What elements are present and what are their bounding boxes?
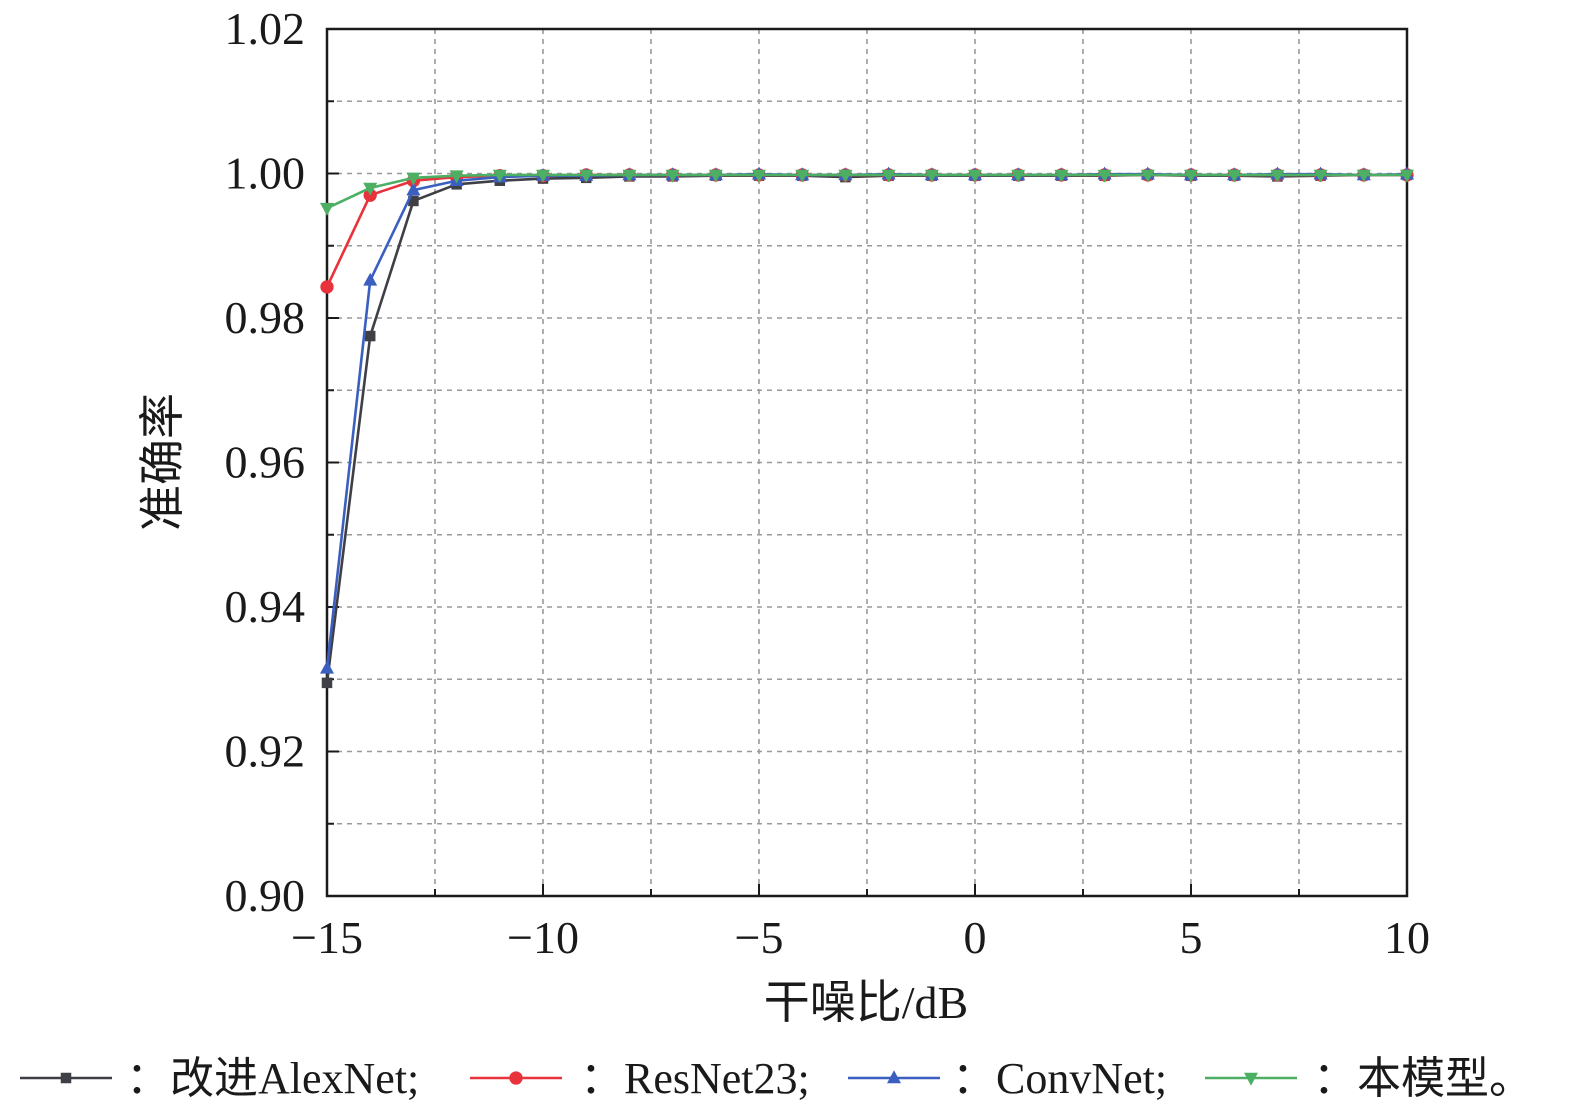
legend-item: ：ResNet23; bbox=[470, 1054, 810, 1103]
legend: ：改进AlexNet; ：ResNet23; ：ConvNet; ：本模型。 bbox=[20, 1054, 1533, 1103]
x-tick-label: −15 bbox=[291, 912, 363, 963]
data-point bbox=[1097, 169, 1112, 183]
series-line bbox=[326, 173, 1407, 210]
legend-item: ：本模型。 bbox=[1205, 1054, 1533, 1103]
y-tick-label: 0.98 bbox=[225, 292, 306, 343]
data-point bbox=[363, 272, 378, 286]
legend-swatch-marker bbox=[60, 1072, 72, 1084]
y-tick-label: 0.94 bbox=[225, 581, 306, 632]
x-axis-title: 干噪比/dB bbox=[764, 977, 968, 1028]
x-tick-label: 10 bbox=[1384, 912, 1430, 963]
y-tick-label: 0.96 bbox=[225, 437, 306, 488]
data-point bbox=[364, 330, 376, 342]
legend-swatch-marker bbox=[1244, 1072, 1258, 1086]
data-point bbox=[492, 169, 507, 183]
data-point bbox=[1184, 169, 1198, 183]
x-tick-labels: −15 −10 −5 0 5 10 bbox=[291, 912, 1430, 963]
data-point bbox=[320, 660, 334, 674]
tick-marks bbox=[326, 28, 1408, 897]
legend-item: ：改进AlexNet; bbox=[20, 1054, 419, 1103]
data-point bbox=[320, 202, 334, 216]
data-point bbox=[1227, 169, 1242, 183]
data-point bbox=[406, 182, 421, 196]
legend-label: ：改进AlexNet; bbox=[126, 1054, 419, 1103]
data-point bbox=[1356, 169, 1371, 183]
data-point bbox=[968, 169, 982, 183]
data-point bbox=[708, 169, 723, 183]
data-point bbox=[406, 172, 421, 186]
legend-label: ：ConvNet; bbox=[952, 1054, 1167, 1103]
legend-swatch-marker bbox=[509, 1071, 523, 1085]
data-point bbox=[1054, 169, 1069, 183]
data-point bbox=[795, 169, 810, 183]
data-point bbox=[838, 169, 853, 183]
data-point bbox=[408, 195, 419, 207]
data-point bbox=[665, 169, 680, 183]
legend-label: ：本模型。 bbox=[1313, 1054, 1533, 1103]
legend-label: ：ResNet23; bbox=[580, 1054, 810, 1103]
x-tick-label: 5 bbox=[1180, 912, 1203, 963]
data-point bbox=[881, 169, 896, 183]
y-axis-title: 准确率 bbox=[137, 393, 188, 531]
y-tick-label: 0.92 bbox=[225, 726, 306, 777]
legend-swatch-marker bbox=[887, 1070, 901, 1084]
data-point bbox=[622, 169, 637, 183]
data-point bbox=[1313, 169, 1328, 183]
data-point bbox=[1140, 169, 1155, 183]
data-point bbox=[536, 169, 550, 183]
data-point bbox=[752, 169, 766, 183]
data-point bbox=[449, 170, 464, 184]
data-point bbox=[321, 677, 333, 689]
y-tick-label: 1.00 bbox=[225, 148, 306, 199]
legend-item: ：ConvNet; bbox=[848, 1054, 1167, 1103]
data-point bbox=[1011, 169, 1026, 183]
data-point bbox=[1270, 169, 1285, 183]
data-point bbox=[579, 169, 594, 183]
x-tick-label: −10 bbox=[507, 912, 579, 963]
series-layer bbox=[320, 166, 1414, 689]
x-tick-label: 0 bbox=[964, 912, 987, 963]
data-point bbox=[363, 182, 378, 196]
grid-layer bbox=[327, 29, 1407, 896]
x-tick-label: −5 bbox=[735, 912, 784, 963]
y-tick-labels: 0.90 0.92 0.94 0.96 0.98 1.00 1.02 bbox=[225, 3, 306, 921]
y-tick-label: 1.02 bbox=[225, 3, 306, 54]
data-point bbox=[924, 169, 939, 183]
y-tick-label: 0.90 bbox=[225, 870, 306, 921]
data-point bbox=[1400, 169, 1414, 183]
series-triangle-down bbox=[320, 169, 1414, 216]
data-point bbox=[320, 280, 334, 294]
